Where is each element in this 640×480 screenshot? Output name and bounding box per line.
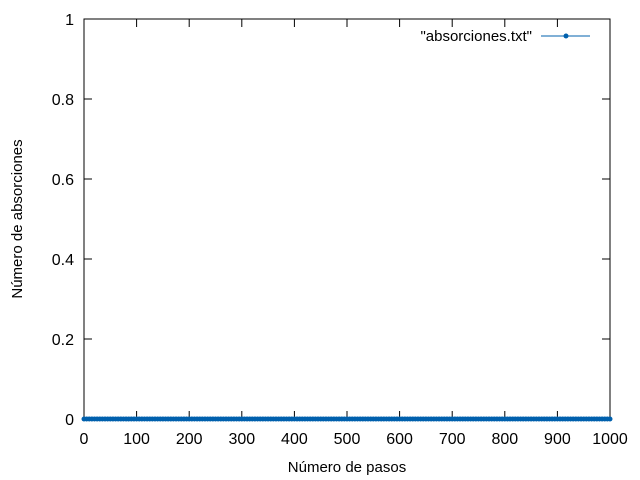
x-tick-label: 700: [439, 431, 466, 448]
x-tick-label: 500: [334, 431, 361, 448]
x-tick-label: 200: [176, 431, 203, 448]
series-layer: [81, 416, 613, 422]
x-tick-label: 0: [80, 431, 89, 448]
y-tick-label: 1: [65, 12, 74, 29]
legend-entry-marker: [563, 33, 569, 39]
data-point: [607, 416, 613, 422]
y-axis-label: Número de absorciones: [9, 139, 26, 298]
x-tick-label: 900: [544, 431, 571, 448]
x-tick-label: 300: [228, 431, 255, 448]
x-tick-label: 400: [281, 431, 308, 448]
x-tick-label: 800: [491, 431, 518, 448]
legend: "absorciones.txt": [420, 28, 590, 45]
x-tick-label: 1000: [592, 431, 628, 448]
plot-area: [83, 18, 611, 420]
x-axis-label: Número de pasos: [288, 459, 406, 476]
tick-labels: 0 100 200 300 400 500 600 700 800 900 1000 0 0.2 0.4 0…: [52, 12, 628, 448]
x-tick-label: 100: [123, 431, 150, 448]
plot-frame: [83, 18, 611, 420]
y-tick-label: 0.6: [52, 172, 74, 189]
y-tick-label: 0.2: [52, 332, 74, 349]
y-tick-label: 0: [65, 412, 74, 429]
legend-entry-label: "absorciones.txt": [420, 28, 532, 45]
x-tick-label: 600: [386, 431, 413, 448]
y-tick-label: 0.8: [52, 92, 74, 109]
y-tick-label: 0.4: [52, 252, 74, 269]
axis-ticks: [83, 18, 611, 420]
